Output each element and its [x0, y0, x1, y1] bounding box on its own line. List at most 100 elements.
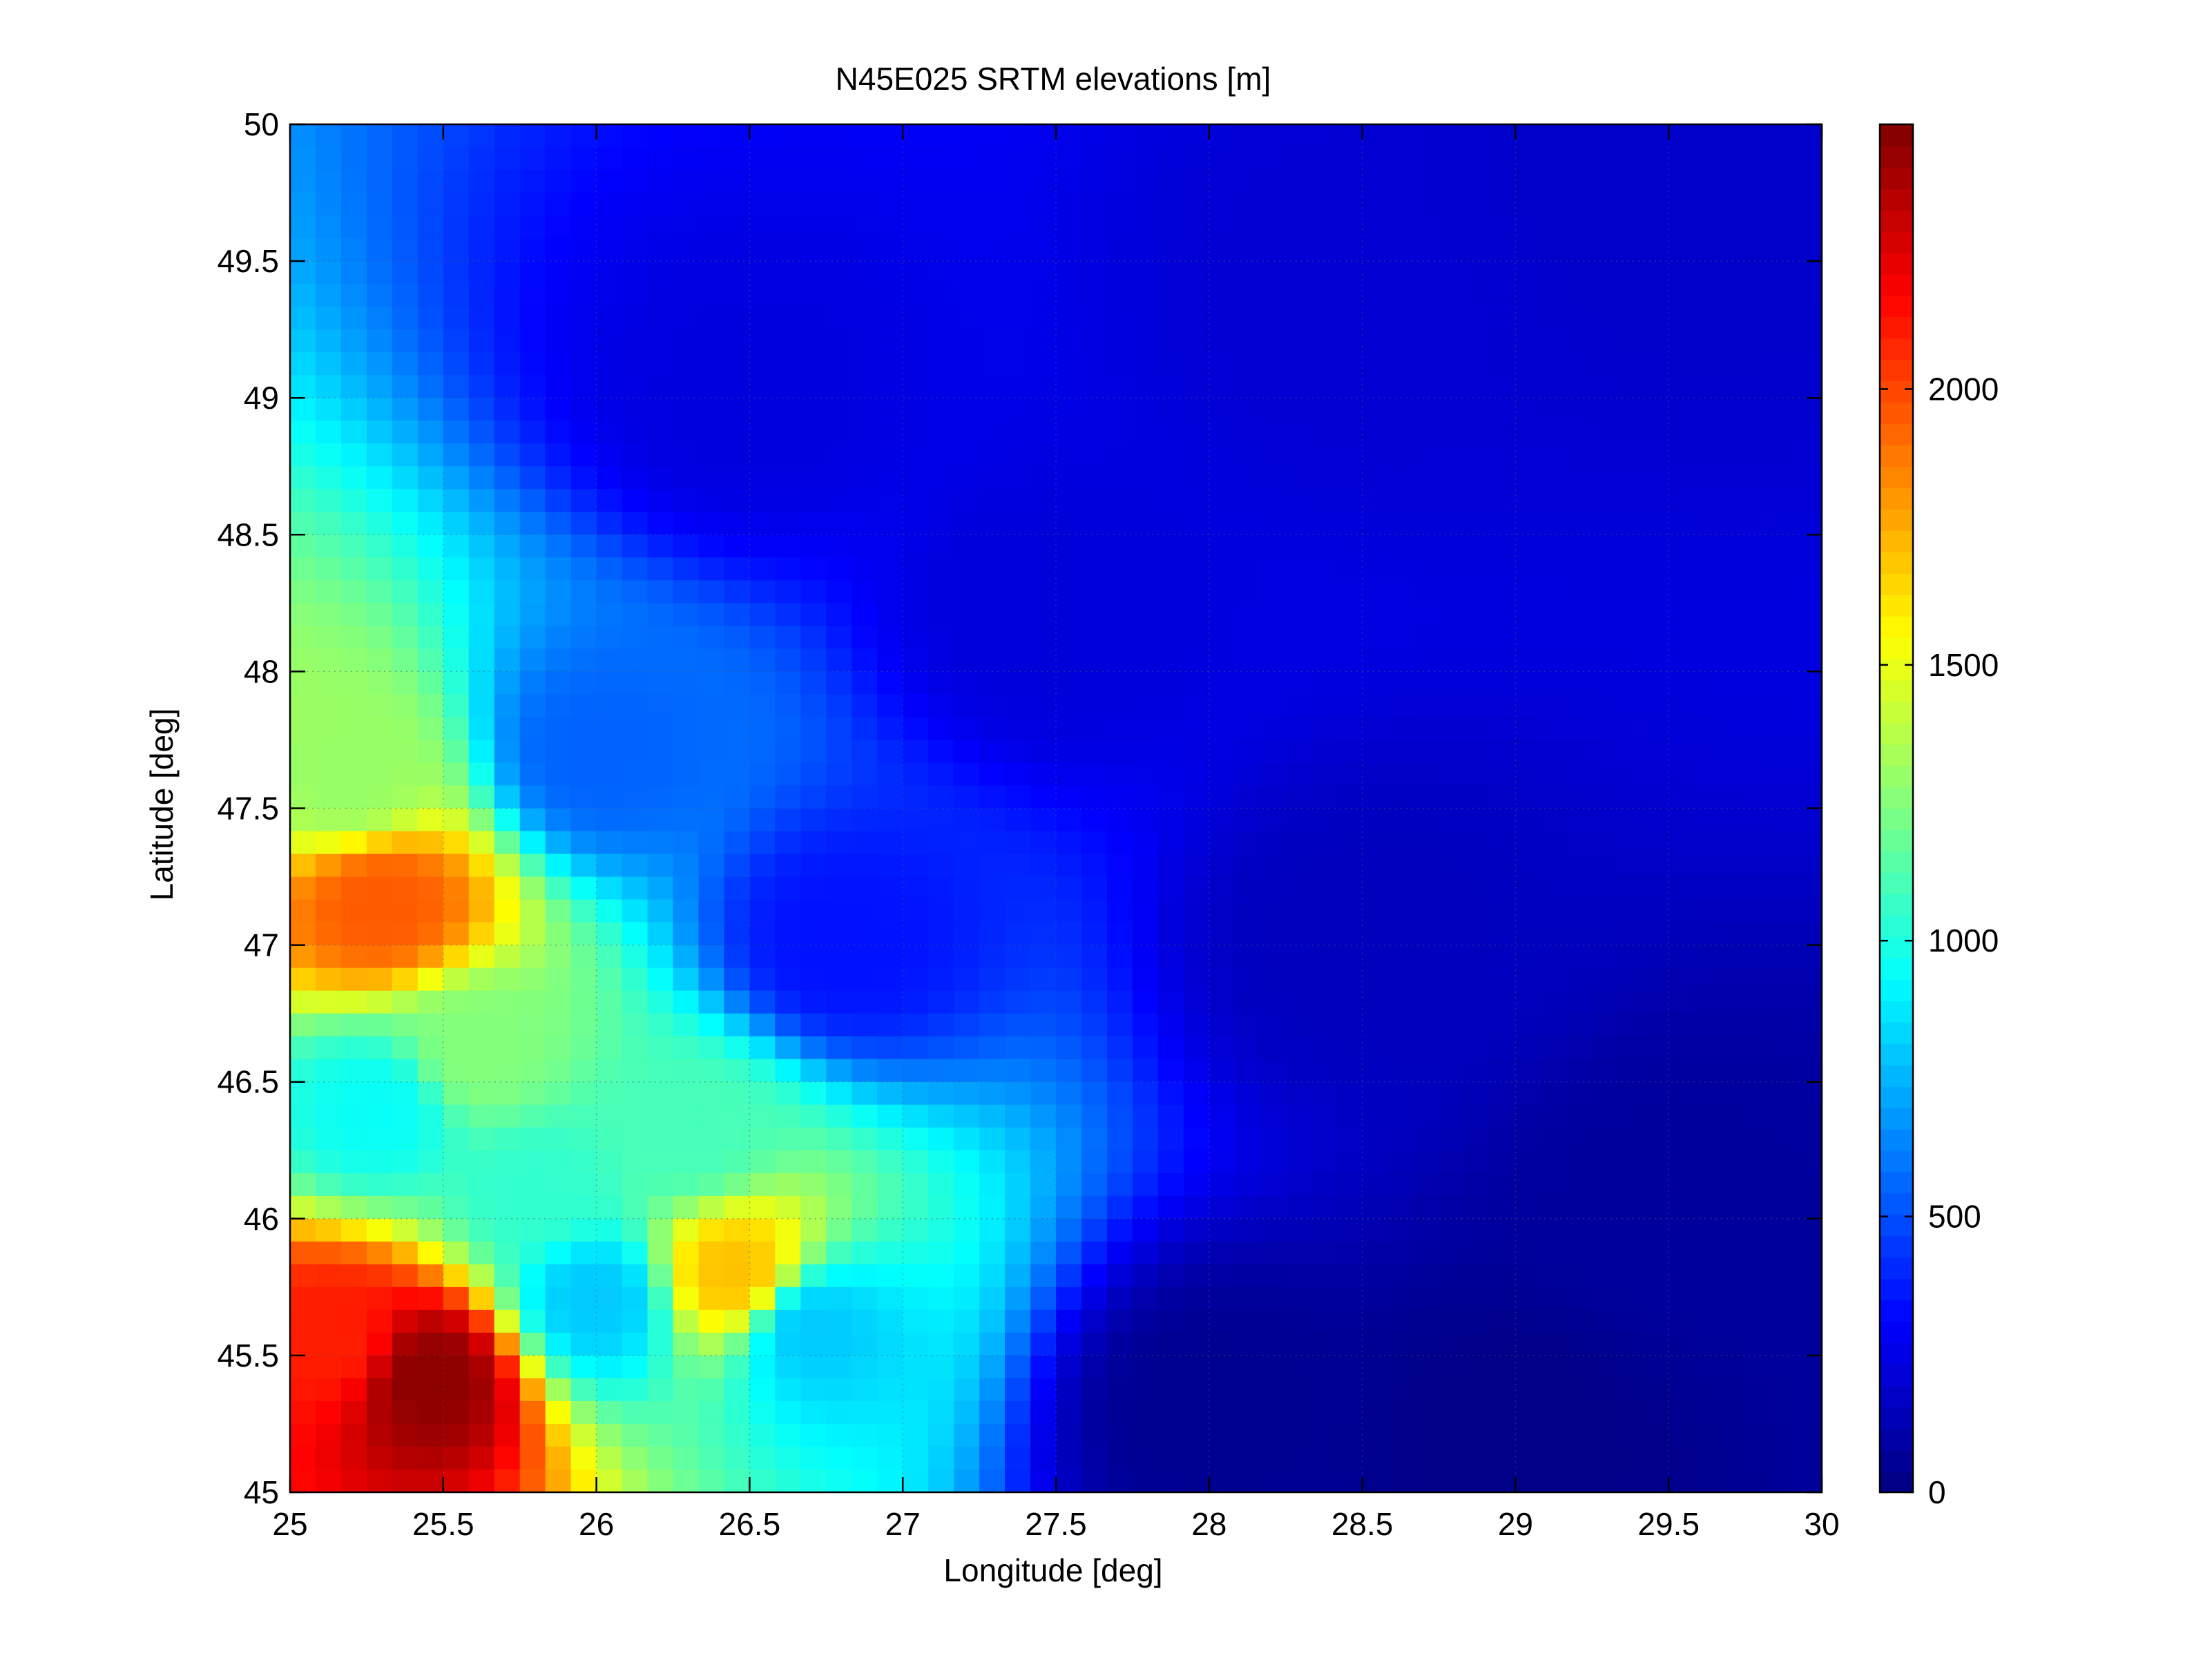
heatmap-cell: [826, 512, 853, 536]
heatmap-cell: [1387, 261, 1414, 285]
heatmap-cell: [1362, 671, 1389, 695]
heatmap-cell: [1515, 352, 1542, 376]
heatmap-cell: [519, 717, 546, 741]
heatmap-cell: [928, 1104, 954, 1128]
heatmap-cell: [1617, 740, 1644, 764]
heatmap-cell: [1796, 1081, 1823, 1106]
heatmap-cell: [1030, 899, 1057, 923]
heatmap-cell: [1413, 1400, 1440, 1425]
y-axis-label: Latitude [deg]: [144, 708, 180, 901]
heatmap-cell: [366, 626, 393, 650]
heatmap-cell: [877, 147, 903, 171]
heatmap-cell: [698, 762, 725, 787]
heatmap-cell: [877, 261, 903, 285]
heatmap-cell: [1311, 1469, 1338, 1493]
heatmap-cell: [1387, 694, 1414, 718]
heatmap-cell: [1745, 1036, 1771, 1060]
heatmap-cell: [775, 1150, 802, 1174]
heatmap-cell: [443, 284, 470, 307]
heatmap-cell: [1592, 831, 1619, 855]
heatmap-cell: [1285, 671, 1312, 695]
heatmap-cell: [392, 1355, 419, 1379]
heatmap-cell: [673, 443, 700, 467]
heatmap-cell: [954, 534, 980, 559]
heatmap-cell: [903, 899, 929, 923]
heatmap-cell: [1566, 1241, 1593, 1265]
heatmap-cell: [1464, 1173, 1491, 1197]
heatmap-cell: [1745, 648, 1771, 673]
heatmap-cell: [1362, 694, 1389, 718]
heatmap-cell: [1260, 1309, 1287, 1333]
heatmap-cell: [1566, 489, 1593, 513]
heatmap-cell: [1056, 193, 1082, 216]
heatmap-cell: [290, 1173, 316, 1197]
heatmap-cell: [1413, 694, 1440, 718]
heatmap-cell: [1745, 170, 1771, 193]
heatmap-cell: [673, 284, 700, 307]
heatmap-cell: [1771, 1127, 1797, 1151]
heatmap-cell: [1056, 967, 1082, 992]
heatmap-cell: [1056, 352, 1082, 376]
heatmap-cell: [775, 1081, 802, 1106]
heatmap-cell: [1362, 762, 1389, 787]
heatmap-cell: [596, 603, 623, 627]
heatmap-cell: [1157, 1150, 1184, 1174]
heatmap-cell: [1234, 899, 1261, 923]
heatmap-cell: [1515, 694, 1542, 718]
heatmap-cell: [468, 215, 495, 239]
heatmap-cell: [1771, 238, 1797, 262]
heatmap-cell: [494, 808, 521, 832]
heatmap-cell: [1643, 1332, 1669, 1356]
heatmap-cell: [852, 284, 878, 307]
heatmap-cell: [570, 785, 597, 809]
heatmap-cell: [1106, 671, 1133, 695]
heatmap-cell: [749, 1241, 776, 1265]
heatmap-cell: [494, 1150, 521, 1174]
heatmap-cell: [979, 512, 1006, 536]
heatmap-cell: [1566, 740, 1593, 764]
heatmap-cell: [1771, 990, 1797, 1014]
heatmap-cell: [979, 443, 1006, 467]
heatmap-cell: [673, 785, 700, 809]
heatmap-cell: [979, 307, 1006, 330]
heatmap-cell: [1183, 1150, 1210, 1174]
heatmap-cell: [1387, 398, 1414, 422]
heatmap-cell: [1183, 1013, 1210, 1037]
heatmap-cell: [1515, 876, 1542, 900]
heatmap-cell: [1157, 1173, 1184, 1197]
colorbar-band: [1880, 145, 1913, 168]
heatmap-cell: [1668, 967, 1695, 992]
heatmap-cell: [1387, 1378, 1414, 1402]
colorbar-band: [1880, 979, 1913, 1001]
heatmap-cell: [1771, 671, 1797, 695]
heatmap-cell: [928, 489, 954, 513]
heatmap-cell: [1720, 967, 1746, 992]
heatmap-cell: [800, 1218, 827, 1242]
heatmap-cell: [392, 443, 419, 467]
heatmap-cell: [673, 1036, 700, 1060]
heatmap-cell: [1771, 307, 1797, 330]
heatmap-cell: [1260, 1446, 1287, 1470]
colorbar-band: [1880, 1001, 1913, 1023]
heatmap-cell: [596, 443, 623, 467]
heatmap-cell: [1081, 1355, 1108, 1379]
heatmap-cell: [290, 1446, 316, 1470]
heatmap-cell: [1464, 1309, 1491, 1333]
heatmap-cell: [852, 876, 878, 900]
heatmap-cell: [1132, 238, 1159, 262]
heatmap-cell: [468, 193, 495, 216]
heatmap-cell: [954, 945, 980, 969]
heatmap-cell: [443, 307, 470, 330]
heatmap-cell: [417, 466, 444, 490]
heatmap-cell: [1439, 1423, 1465, 1447]
heatmap-cell: [1796, 1378, 1823, 1402]
heatmap-cell: [340, 740, 367, 764]
heatmap-cell: [315, 1104, 342, 1128]
heatmap-cell: [443, 170, 470, 193]
heatmap-cell: [519, 1309, 546, 1333]
heatmap-cell: [1668, 648, 1695, 673]
heatmap-cell: [1617, 147, 1644, 171]
heatmap-cell: [1515, 1036, 1542, 1060]
heatmap-cell: [1183, 512, 1210, 536]
heatmap-cell: [1030, 329, 1057, 353]
